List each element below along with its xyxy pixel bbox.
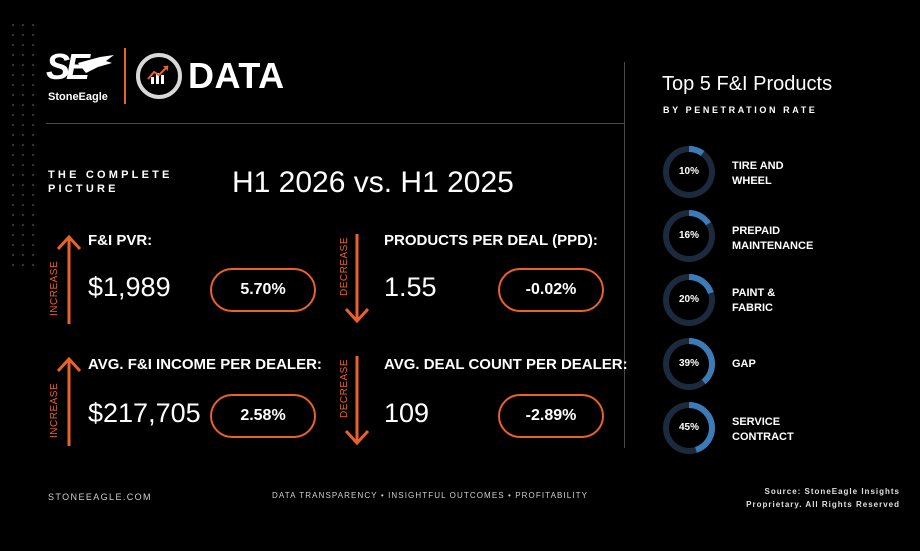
vertical-divider xyxy=(624,62,625,448)
product-name: GAP xyxy=(732,358,756,370)
product-item: 16% PREPAID MAINTENANCE xyxy=(662,209,882,263)
eagle-icon xyxy=(78,55,114,73)
donut-arc xyxy=(663,274,715,326)
metric-label: AVG. DEAL COUNT PER DEALER: xyxy=(384,356,628,373)
metric-label: PRODUCTS PER DEAL (PPD): xyxy=(384,232,598,249)
metric-value: $217,705 xyxy=(88,398,201,428)
horizontal-divider xyxy=(46,123,624,124)
arrow-down-icon xyxy=(344,234,370,324)
footer-source: Source: StoneEagle Insights Proprietary.… xyxy=(746,487,900,509)
penetration-rate: 16% xyxy=(678,230,699,241)
donut-arc xyxy=(663,146,715,198)
metric-ppd: DECREASE PRODUCTS PER DEAL (PPD): 1.55 -… xyxy=(338,232,618,324)
arrow-up-icon xyxy=(56,234,82,324)
metric-income-per-dealer: INCREASE AVG. F&I INCOME PER DEALER: $21… xyxy=(46,354,336,446)
brand-name: StoneEagle xyxy=(48,91,108,103)
metric-label: F&I PVR: xyxy=(88,232,153,249)
footer-website: STONEEAGLE.COM xyxy=(48,492,152,502)
penetration-donut xyxy=(663,402,715,454)
penetration-rate: 45% xyxy=(678,422,699,433)
product-name: TIRE AND WHEEL xyxy=(732,160,784,187)
product-name: PREPAID MAINTENANCE xyxy=(732,225,814,252)
metric-label: AVG. F&I INCOME PER DEALER: xyxy=(88,356,322,373)
penetration-donut xyxy=(663,338,715,390)
penetration-donut xyxy=(663,146,715,198)
metric-deal-count-per-dealer: DECREASE AVG. DEAL COUNT PER DEALER: 109… xyxy=(338,354,628,446)
product-item: 45% SERVICE CONTRACT xyxy=(662,401,882,455)
products-panel-title: Top 5 F&I Products xyxy=(662,73,833,95)
product-item: 20% PAINT & FABRIC xyxy=(662,273,882,327)
change-badge: 2.58% xyxy=(210,394,316,438)
donut-arc xyxy=(663,338,715,390)
penetration-donut xyxy=(663,274,715,326)
footer-tagline: DATA TRANSPARENCY • INSIGHTFUL OUTCOMES … xyxy=(272,491,589,500)
data-wordmark: DATA xyxy=(188,55,285,96)
donut-arc xyxy=(663,402,715,454)
penetration-rate: 20% xyxy=(678,294,699,305)
metric-fi-pvr: INCREASE F&I PVR: $1,989 5.70% xyxy=(46,232,326,324)
comparison-title: H1 2026 vs. H1 2025 xyxy=(232,166,514,199)
product-item: 10% TIRE AND WHEEL xyxy=(662,145,882,199)
metric-value: 109 xyxy=(384,398,430,428)
header-logo: SE StoneEagle DATA xyxy=(46,46,285,106)
product-item: 39% GAP xyxy=(662,337,882,391)
arrow-up-icon xyxy=(56,356,82,446)
change-badge: -2.89% xyxy=(498,394,604,438)
products-panel-subtitle: BY PENETRATION RATE xyxy=(663,105,818,115)
change-badge: 5.70% xyxy=(210,268,316,312)
arrow-down-icon xyxy=(344,356,370,446)
product-name: PAINT & FABRIC xyxy=(732,287,776,314)
donut-arc xyxy=(663,210,715,262)
data-chart-icon xyxy=(136,53,182,99)
penetration-donut xyxy=(663,210,715,262)
section-kicker: THE COMPLETE PICTURE xyxy=(48,169,173,195)
product-name: SERVICE CONTRACT xyxy=(732,416,794,443)
dot-pattern xyxy=(8,20,38,270)
metric-value: $1,989 xyxy=(88,272,171,302)
penetration-rate: 39% xyxy=(678,358,699,369)
metric-value: 1.55 xyxy=(384,272,437,302)
change-badge: -0.02% xyxy=(498,268,604,312)
logo-divider xyxy=(124,48,126,104)
stoneeagle-logo: SE StoneEagle xyxy=(46,47,116,105)
penetration-rate: 10% xyxy=(678,166,699,177)
